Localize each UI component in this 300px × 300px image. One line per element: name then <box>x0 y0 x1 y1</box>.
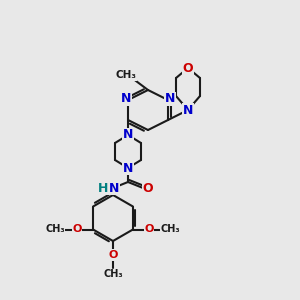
Text: O: O <box>143 182 153 194</box>
Text: N: N <box>183 103 193 116</box>
Text: H: H <box>98 182 108 194</box>
Text: N: N <box>165 92 175 106</box>
Text: N: N <box>121 92 131 106</box>
Text: O: O <box>144 224 154 235</box>
Text: N: N <box>123 161 133 175</box>
Text: O: O <box>108 250 118 260</box>
Text: CH₃: CH₃ <box>160 224 180 235</box>
Text: O: O <box>183 61 193 74</box>
Text: O: O <box>72 224 82 235</box>
Text: CH₃: CH₃ <box>116 70 136 80</box>
Text: N: N <box>109 182 119 194</box>
Text: CH₃: CH₃ <box>103 269 123 279</box>
Text: CH₃: CH₃ <box>45 224 65 235</box>
Text: N: N <box>123 128 133 142</box>
